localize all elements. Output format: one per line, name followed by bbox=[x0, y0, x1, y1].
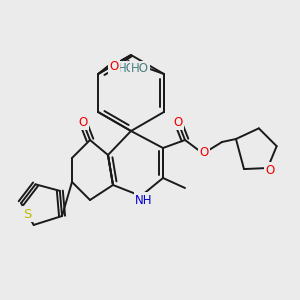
Text: S: S bbox=[23, 208, 32, 220]
Text: O: O bbox=[265, 164, 274, 176]
Text: O: O bbox=[200, 146, 208, 158]
Text: HO: HO bbox=[118, 62, 136, 76]
Text: H: H bbox=[127, 62, 136, 76]
Text: HO: HO bbox=[131, 62, 149, 76]
Text: NH: NH bbox=[135, 194, 153, 206]
Text: O: O bbox=[200, 146, 208, 158]
Text: O: O bbox=[110, 59, 119, 73]
Text: O: O bbox=[173, 116, 183, 128]
Text: HO: HO bbox=[131, 62, 149, 76]
Text: NH: NH bbox=[135, 194, 153, 206]
Text: O: O bbox=[78, 116, 88, 128]
Text: S: S bbox=[23, 208, 32, 220]
Text: O: O bbox=[173, 116, 183, 128]
Text: O: O bbox=[110, 59, 119, 73]
Text: O: O bbox=[265, 164, 274, 176]
Text: O: O bbox=[78, 116, 88, 128]
